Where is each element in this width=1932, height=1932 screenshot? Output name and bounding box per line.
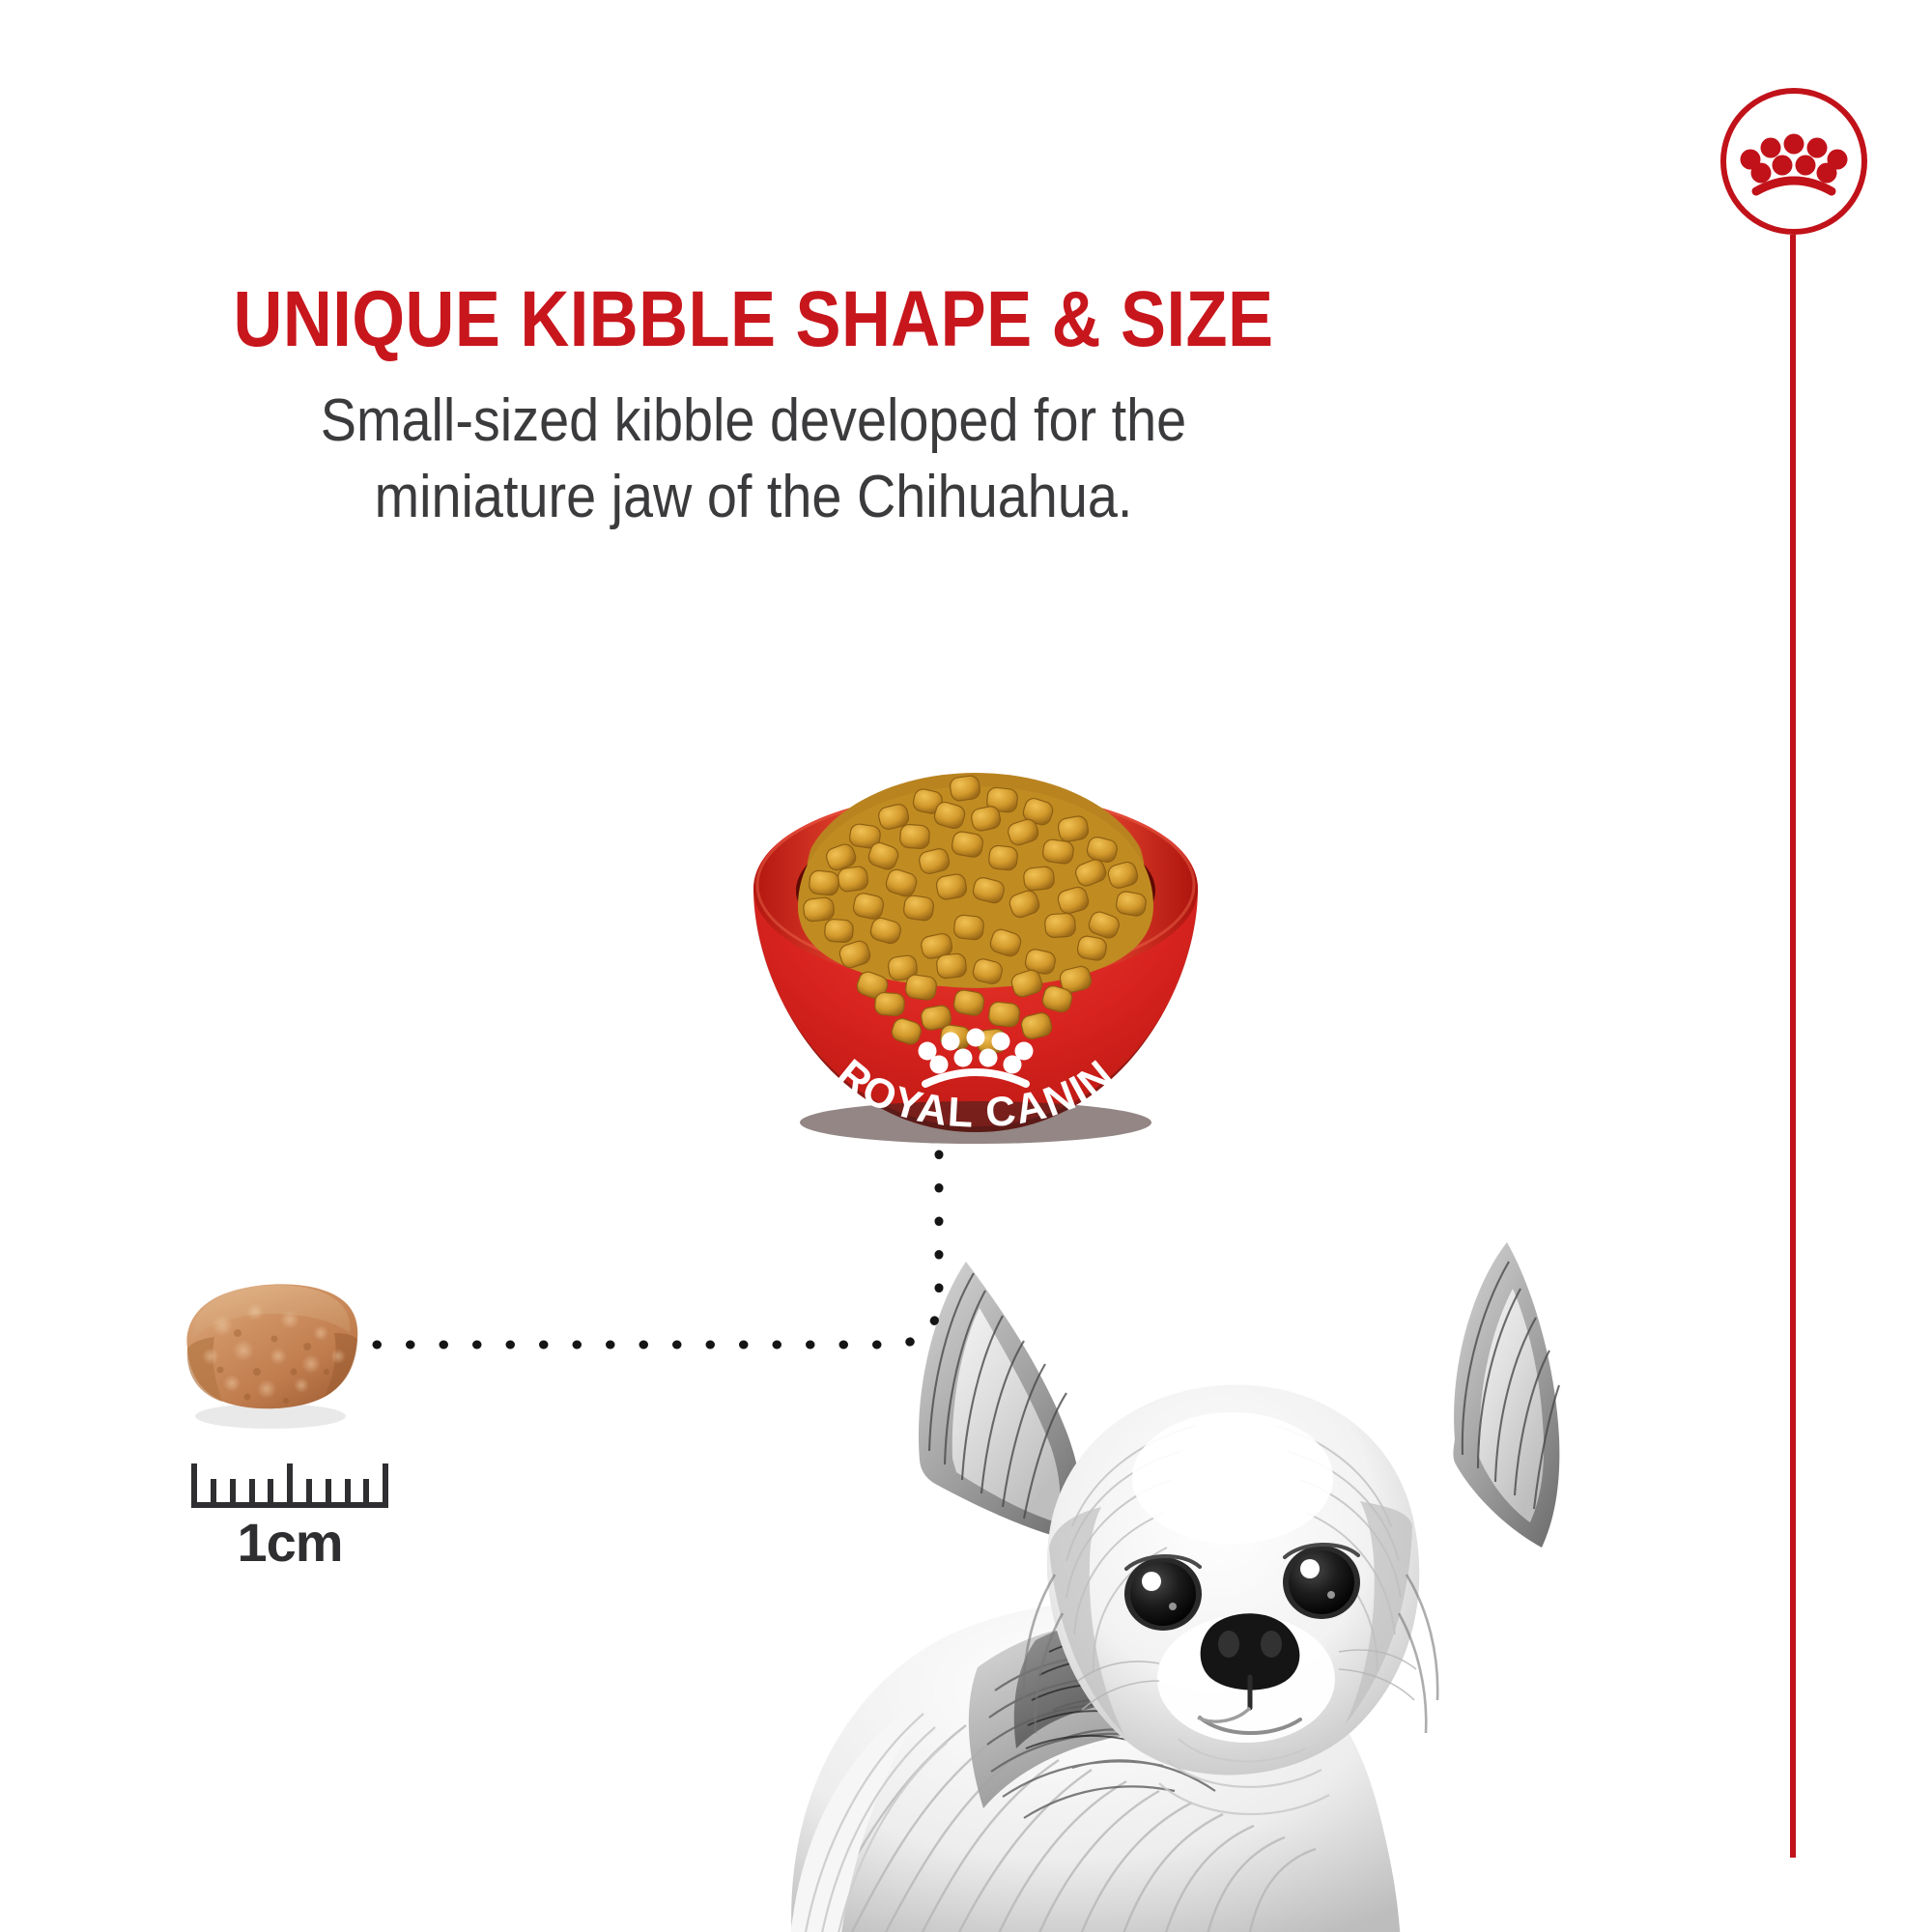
page-title: UNIQUE KIBBLE SHAPE & SIZE [233, 275, 1274, 363]
page-subtitle: Small-sized kibble developed for the min… [75, 383, 1432, 536]
subtitle-line-1: Small-sized kibble developed for the [320, 387, 1187, 454]
kibble-closeup-image [155, 1256, 386, 1449]
subtitle-line-2: miniature jaw of the Chihuahua. [374, 464, 1133, 531]
scale-indicator: 1cm [179, 1457, 401, 1592]
dog-bowl-image: ROYAL CANIN [734, 744, 1217, 1190]
brand-accent-line [1790, 235, 1796, 1858]
chihuahua-photo [676, 1072, 1758, 1932]
headline-block: UNIQUE KIBBLE SHAPE & SIZE Small-sized k… [0, 280, 1507, 536]
ruler-icon [191, 1463, 388, 1508]
scale-label: 1cm [237, 1512, 343, 1573]
royal-canin-crown-icon [1718, 85, 1870, 238]
